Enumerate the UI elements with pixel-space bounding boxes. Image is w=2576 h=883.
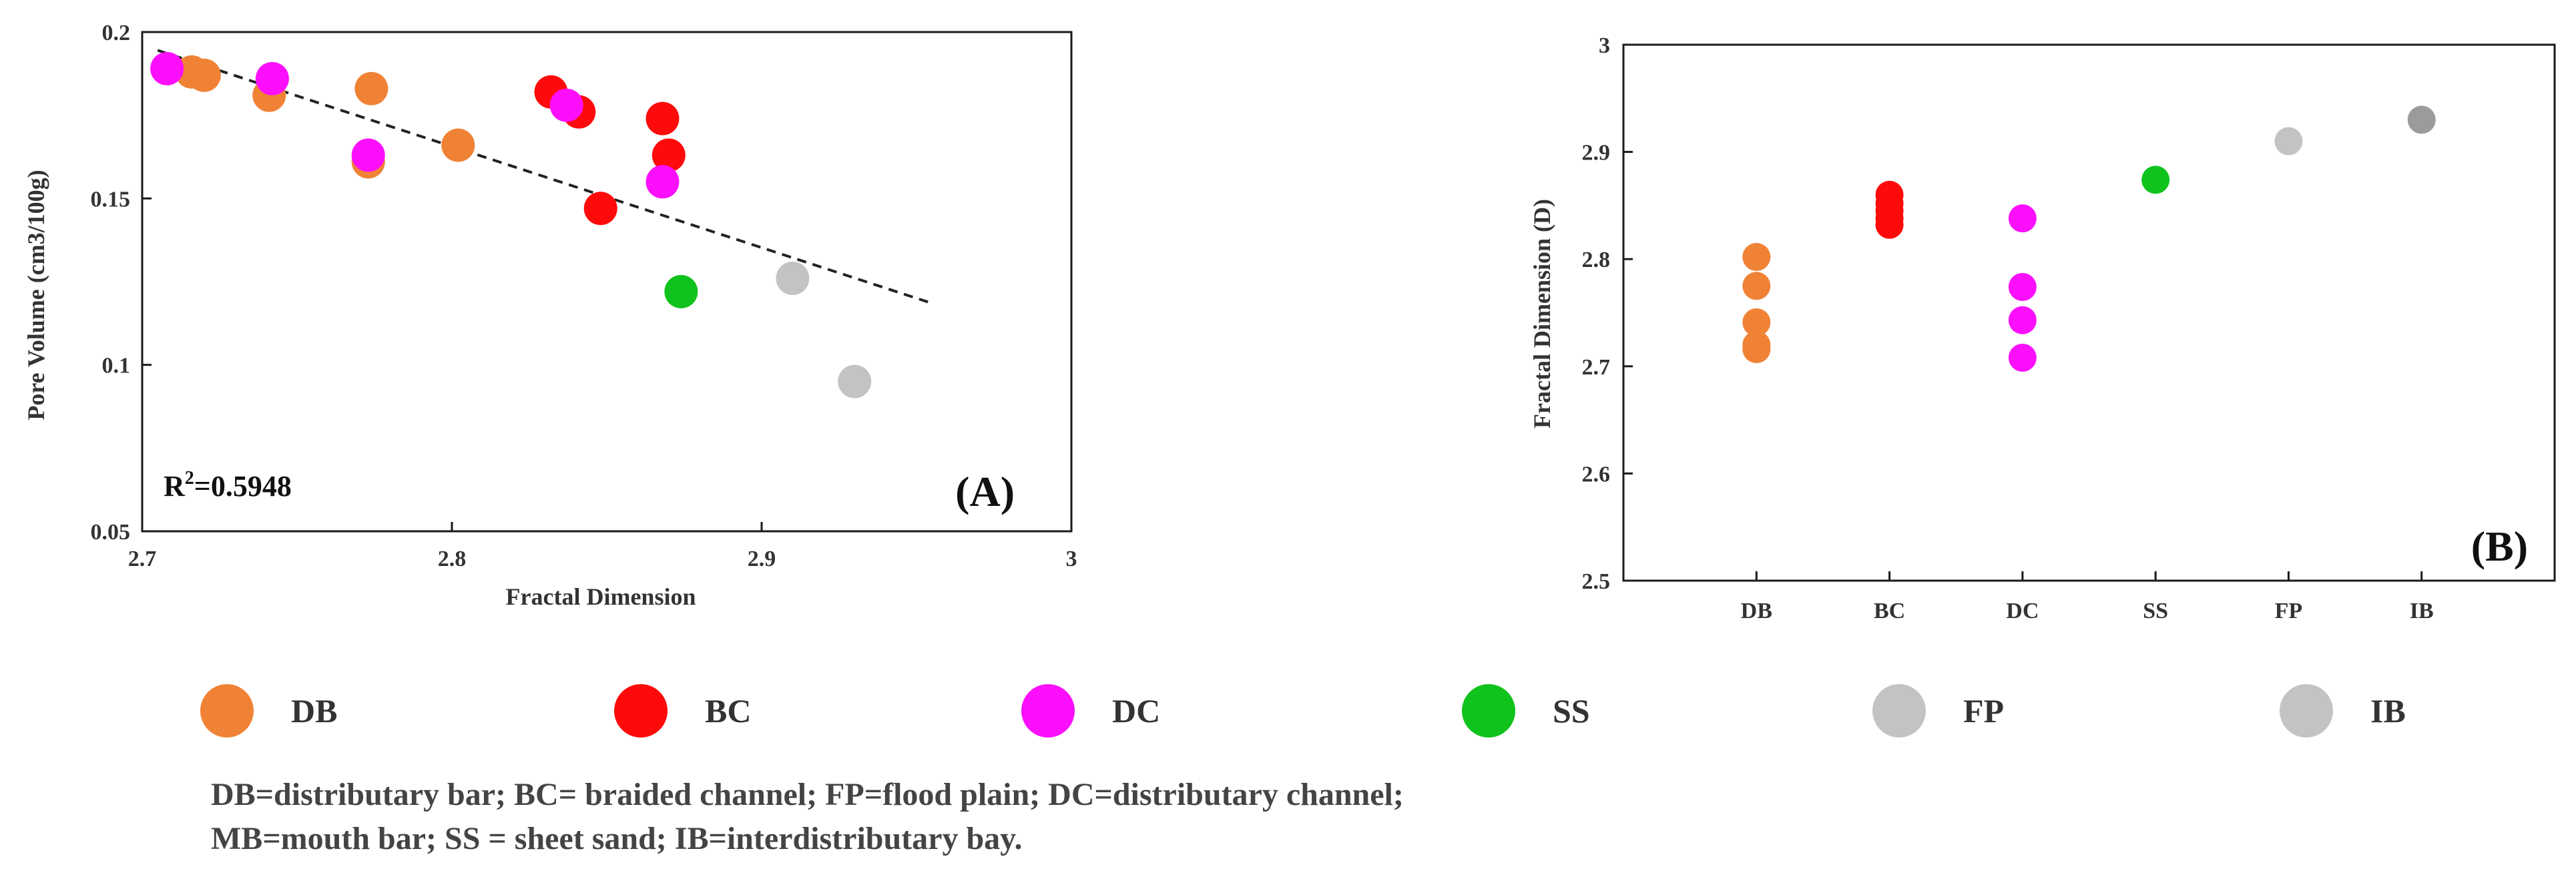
- panel-a-r-squared: R2=0.5948: [164, 468, 292, 503]
- panel-b-x-tick-label: IB: [2410, 599, 2434, 623]
- panel-a-label: (A): [955, 468, 1015, 515]
- legend-marker-ss: [1462, 684, 1515, 738]
- panel-b-point-bc: [1875, 210, 1904, 239]
- panel-b-point-dc: [2008, 343, 2037, 372]
- panel-b-point-db: [1742, 242, 1771, 271]
- panel-a-point-ib: [838, 364, 872, 398]
- panel-a: Pore Volume (cm3/100g) Fractal Dimension…: [23, 21, 1077, 610]
- panel-b-point-db: [1742, 272, 1771, 300]
- legend-label: IB: [2370, 692, 2406, 729]
- legend-item-ib: IB: [2280, 681, 2406, 741]
- panel-a-point-dc: [255, 61, 289, 95]
- panel-b-point-db: [1742, 335, 1771, 364]
- panel-a-point-bc: [646, 101, 680, 135]
- panel-a-point-db: [441, 128, 475, 162]
- panel-a-point-db: [354, 71, 389, 105]
- panel-b-point-db: [1742, 308, 1771, 336]
- panel-b-y-tick-label: 2.8: [1582, 248, 1611, 272]
- panel-b-y-axis-label: Fractal Dimension (D): [1529, 199, 1555, 428]
- panel-b-point-dc: [2008, 306, 2037, 334]
- panel-b-point-ss: [2141, 166, 2170, 194]
- panel-b-x-tick-label: SS: [2143, 599, 2168, 623]
- panel-b-point-dc: [2008, 272, 2037, 301]
- panel-b-y-tick-label: 2.6: [1582, 462, 1611, 487]
- panel-b-y-tick-label: 2.9: [1582, 141, 1611, 166]
- panel-a-x-tick-label: 2.7: [128, 547, 157, 571]
- legend-item-ss: SS: [1462, 681, 1590, 741]
- panel-b-plot-frame: [1622, 43, 2556, 582]
- legend-item-bc: BC: [614, 681, 751, 741]
- panel-a-point-fp: [776, 262, 810, 296]
- panel-b-x-tick-label: DB: [1741, 599, 1772, 623]
- panel-a-y-tick-label: 0.2: [102, 21, 131, 45]
- caption-line-1: DB=distributary bar; BC= braided channel…: [211, 777, 1404, 812]
- panel-a-point-dc: [351, 138, 385, 172]
- panel-a-point-dc: [646, 165, 680, 199]
- legend-label: FP: [1963, 692, 2005, 729]
- caption: DB=distributary bar; BC= braided channel…: [211, 773, 1404, 861]
- legend-label: SS: [1553, 692, 1590, 729]
- panel-b-x-tick-label: FP: [2275, 599, 2303, 623]
- panel-a-point-ss: [664, 274, 698, 308]
- panel-b-point-ib: [2407, 105, 2436, 134]
- caption-line-2: MB=mouth bar; SS = sheet sand; IB=interd…: [211, 821, 1023, 856]
- figure-charts: Pore Volume (cm3/100g) Fractal Dimension…: [23, 21, 2556, 623]
- panel-a-point-dc: [549, 88, 583, 122]
- panel-b-label: (B): [2471, 523, 2528, 570]
- legend-marker-bc: [614, 684, 668, 738]
- legend-marker-db: [200, 684, 254, 738]
- panel-a-point-bc: [583, 192, 617, 226]
- legend-marker-fp: [1872, 684, 1926, 738]
- legend-marker-dc: [1021, 684, 1075, 738]
- panel-a-x-tick-label: 2.9: [748, 547, 776, 571]
- panel-a-y-tick-label: 0.1: [102, 354, 131, 378]
- panel-a-point-db: [187, 58, 221, 92]
- panel-a-x-tick-label: 2.8: [438, 547, 467, 571]
- panel-a-point-bc: [652, 138, 686, 172]
- panel-a-plot-frame: [141, 31, 1073, 533]
- panel-a-point-dc: [150, 51, 184, 85]
- legend: DB BC DC SS FP IB: [200, 681, 2470, 741]
- legend-label: DB: [291, 692, 338, 729]
- panel-a-y-tick-label: 0.05: [91, 520, 131, 545]
- panel-b-point-dc: [2008, 204, 2037, 233]
- panel-b-y-tick-label: 2.7: [1582, 355, 1611, 380]
- legend-item-dc: DC: [1021, 681, 1160, 741]
- panel-a-y-tick-label: 0.15: [91, 187, 131, 212]
- legend-item-fp: FP: [1872, 681, 2004, 741]
- legend-label: DC: [1112, 692, 1161, 729]
- panel-b-y-tick-label: 2.5: [1582, 569, 1611, 594]
- legend-label: BC: [705, 692, 752, 729]
- panel-b-y-tick-label: 3: [1599, 33, 1610, 58]
- panel-a-x-axis-label: Fractal Dimension: [506, 583, 696, 610]
- panel-a-y-axis-label: Pore Volume (cm3/100g): [23, 170, 49, 420]
- panel-b-point-fp: [2274, 127, 2303, 156]
- legend-item-db: DB: [200, 681, 337, 741]
- panel-a-trendline: [157, 49, 933, 305]
- panel-a-x-tick-label: 3: [1066, 547, 1077, 571]
- panel-b: Fractal Dimension (D) 2.5 2.6 2.7 2.8 2.9 3 DB…: [1529, 33, 2556, 623]
- panel-b-x-tick-label: BC: [1874, 599, 1905, 623]
- legend-marker-ib: [2280, 684, 2333, 738]
- panel-b-x-tick-label: DC: [2006, 599, 2039, 623]
